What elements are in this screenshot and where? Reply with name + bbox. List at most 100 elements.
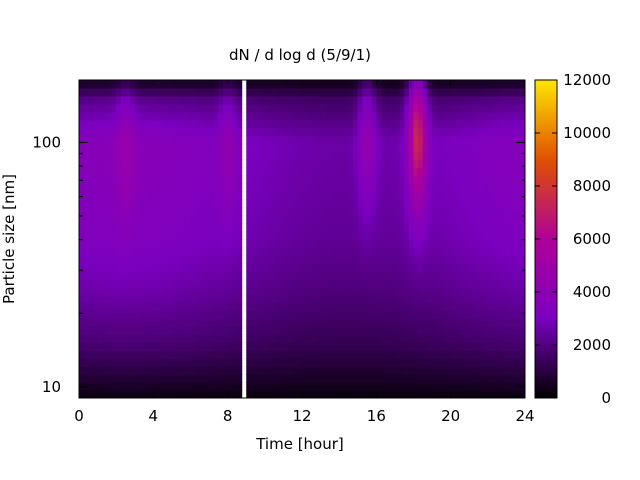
heatmap-cell bbox=[334, 302, 340, 312]
heatmap-cell bbox=[120, 143, 127, 153]
heatmap-cell bbox=[176, 199, 182, 208]
heatmap-cell bbox=[111, 342, 117, 351]
heatmap-cell bbox=[120, 167, 127, 176]
heatmap-cell bbox=[348, 119, 354, 129]
heatmap-cell bbox=[459, 278, 466, 288]
heatmap-cell bbox=[79, 183, 85, 192]
heatmap-cell bbox=[209, 231, 215, 240]
heatmap-cell bbox=[385, 342, 391, 351]
heatmap-cell bbox=[213, 159, 219, 169]
heatmap-cell bbox=[213, 318, 219, 328]
heatmap-cell bbox=[283, 159, 289, 169]
heatmap-cell bbox=[371, 270, 377, 280]
heatmap-cell bbox=[250, 326, 257, 335]
heatmap-cell bbox=[515, 223, 521, 232]
x-tick-label: 16 bbox=[367, 407, 386, 425]
heatmap-cell bbox=[353, 183, 359, 192]
heatmap-cell bbox=[292, 183, 298, 192]
heatmap-cell bbox=[250, 215, 257, 224]
heatmap-cell bbox=[223, 294, 229, 304]
heatmap-cell bbox=[436, 262, 442, 272]
heatmap-cell bbox=[218, 302, 224, 312]
heatmap-cell bbox=[436, 334, 442, 343]
heatmap-cell bbox=[348, 366, 354, 375]
heatmap-cell bbox=[511, 278, 517, 288]
heatmap-cell bbox=[487, 390, 494, 398]
heatmap-cell bbox=[111, 127, 117, 137]
heatmap-cell bbox=[487, 119, 494, 129]
heatmap-cell bbox=[501, 223, 508, 232]
heatmap-cell bbox=[162, 350, 168, 359]
heatmap-cell bbox=[292, 215, 298, 224]
heatmap-cell bbox=[204, 239, 210, 248]
heatmap-cell bbox=[297, 294, 303, 304]
heatmap-cell bbox=[297, 302, 303, 312]
heatmap-cell bbox=[320, 390, 326, 398]
heatmap-cell bbox=[385, 239, 391, 248]
heatmap-cell bbox=[278, 390, 285, 398]
heatmap-cell bbox=[413, 167, 419, 176]
heatmap-cell bbox=[246, 191, 252, 200]
heatmap-cell bbox=[432, 390, 438, 398]
heatmap-cell bbox=[390, 199, 396, 208]
heatmap-cell bbox=[255, 127, 261, 137]
heatmap-cell bbox=[371, 318, 377, 328]
heatmap-cell bbox=[367, 254, 373, 264]
heatmap-cell bbox=[250, 350, 257, 359]
heatmap-cell bbox=[190, 302, 196, 312]
heatmap-cell bbox=[139, 239, 145, 248]
heatmap-cell bbox=[236, 119, 243, 129]
heatmap-cell bbox=[162, 318, 168, 328]
heatmap-cell bbox=[227, 127, 233, 137]
heatmap-cell bbox=[236, 199, 243, 208]
heatmap-cell bbox=[213, 262, 219, 272]
heatmap-cell bbox=[125, 334, 131, 343]
heatmap-cell bbox=[88, 207, 94, 216]
heatmap-cell bbox=[213, 358, 219, 367]
heatmap-cell bbox=[367, 302, 373, 312]
heatmap-cell bbox=[394, 87, 401, 97]
heatmap-cell bbox=[181, 366, 187, 375]
heatmap-cell bbox=[320, 254, 326, 264]
heatmap-cell bbox=[223, 199, 229, 208]
heatmap-cell bbox=[441, 318, 447, 328]
heatmap-cell bbox=[306, 119, 312, 129]
heatmap-cell bbox=[427, 191, 433, 200]
heatmap-cell bbox=[511, 382, 517, 391]
heatmap-cell bbox=[501, 159, 508, 169]
heatmap-cell bbox=[450, 183, 456, 192]
heatmap-cell bbox=[427, 95, 433, 105]
heatmap-cell bbox=[134, 231, 140, 240]
heatmap-cell bbox=[385, 103, 391, 113]
heatmap-cell bbox=[390, 167, 396, 176]
heatmap-cell bbox=[162, 310, 168, 320]
heatmap-cell bbox=[506, 80, 512, 89]
heatmap-cell bbox=[130, 95, 136, 105]
heatmap-cell bbox=[302, 374, 308, 383]
heatmap-cell bbox=[171, 366, 178, 375]
heatmap-cell bbox=[232, 207, 238, 216]
heatmap-cell bbox=[144, 183, 150, 192]
heatmap-cell bbox=[343, 350, 350, 359]
heatmap-cell bbox=[478, 342, 484, 351]
heatmap-cell bbox=[441, 143, 447, 153]
heatmap-cell bbox=[278, 302, 285, 312]
heatmap-cell bbox=[176, 103, 182, 113]
heatmap-cell bbox=[506, 183, 512, 192]
heatmap-cell bbox=[394, 342, 401, 351]
heatmap-cell bbox=[353, 302, 359, 312]
heatmap-cell bbox=[250, 310, 257, 320]
heatmap-cell bbox=[120, 326, 127, 335]
heatmap-cell bbox=[144, 215, 150, 224]
x-tick-label: 0 bbox=[74, 407, 84, 425]
heatmap-cell bbox=[311, 183, 317, 192]
heatmap-cell bbox=[283, 143, 289, 153]
heatmap-cell bbox=[436, 342, 442, 351]
heatmap-cell bbox=[204, 278, 210, 288]
heatmap-cell bbox=[520, 151, 525, 161]
heatmap-cell bbox=[269, 239, 275, 248]
heatmap-cell bbox=[422, 95, 429, 105]
heatmap-cell bbox=[232, 310, 238, 320]
heatmap-cell bbox=[255, 151, 261, 161]
heatmap-cell bbox=[501, 167, 508, 176]
